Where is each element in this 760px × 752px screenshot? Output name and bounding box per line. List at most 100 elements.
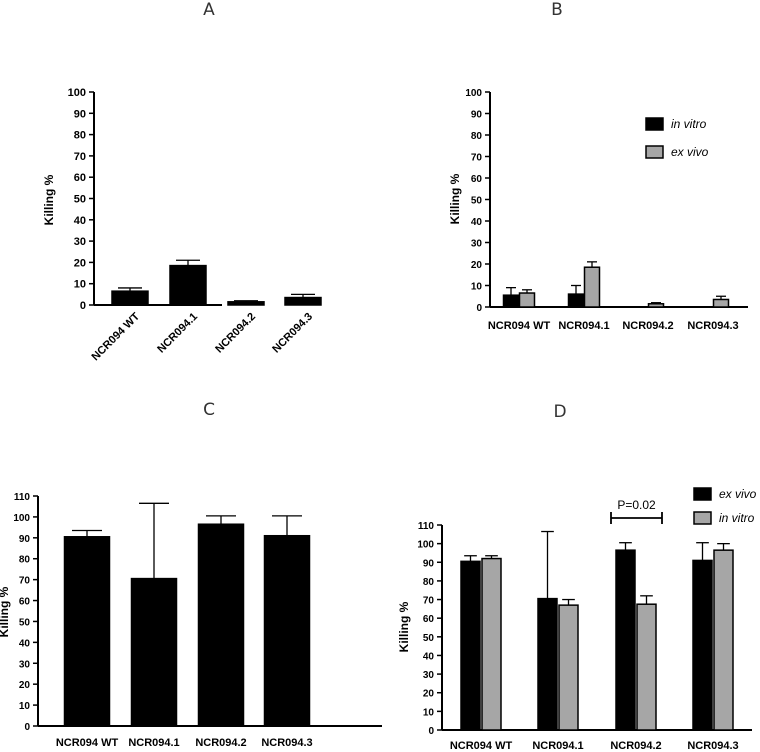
panel-a-bar: [169, 264, 207, 306]
panel-d-legend-swatch: [693, 511, 712, 525]
panel-d-y-tick-label: 10: [423, 707, 435, 718]
panel-c-y-tick-label: 10: [19, 701, 31, 712]
panel-b-y-tick-label: 90: [471, 110, 483, 121]
panel-c-y-tick-label: 80: [19, 555, 31, 566]
panel-a-bar: [227, 301, 265, 306]
panel-b-y-tick-label: 0: [476, 303, 482, 314]
panel-b-bar: [518, 292, 536, 308]
panel-c-category-label: NCR094 WT: [56, 737, 119, 749]
panel-c-y-tick-label: 70: [19, 576, 31, 587]
panel-b-y-tick-label: 30: [471, 239, 483, 250]
panel-c-category-label: NCR094.3: [261, 737, 312, 749]
panel-c-category-label: NCR094.2: [195, 737, 246, 749]
panel-b-y-tick-label: 60: [471, 174, 483, 185]
panel-b-y-tick-label: 70: [471, 153, 483, 164]
panel-b-category-label: NCR094.3: [687, 320, 738, 332]
panel-d-letter: D: [553, 402, 566, 422]
panel-c-y-tick-label: 40: [19, 638, 31, 649]
panel-c-y-tick-label: 0: [24, 722, 30, 733]
panel-a-y-tick-label: 60: [74, 172, 86, 184]
panel-b-category-label: NCR094 WT: [488, 320, 551, 332]
panel-a-y-tick-label: 50: [74, 194, 86, 206]
panel-b-y-tick-label: 80: [471, 131, 483, 142]
panel-a-bar: [111, 290, 149, 306]
panel-d-y-tick-label: 20: [423, 689, 435, 700]
panel-d-category-label: NCR094.1: [532, 740, 583, 752]
panel-d-y-tick-label: 40: [423, 651, 435, 662]
panel-b-bar: [502, 294, 520, 308]
panel-c-y-tick-label: 30: [19, 659, 31, 670]
panel-c-y-tick-label: 90: [19, 534, 31, 545]
panel-d-y-tick-label: 80: [423, 577, 435, 588]
panel-c-bar: [130, 577, 178, 727]
panel-b-bar: [567, 293, 585, 308]
panel-b-legend-label: ex vivo: [671, 145, 709, 159]
panel-a-letter: A: [203, 0, 215, 20]
panel-d-bar: [537, 597, 558, 731]
panel-c-y-label: Killing %: [0, 586, 11, 637]
panel-a-category-label: NCR094.3: [270, 311, 315, 356]
panel-d-y-tick-label: 50: [423, 633, 435, 644]
panel-b-legend-swatch: [645, 117, 664, 131]
panel-b-bar: [647, 303, 665, 308]
panel-d-y-tick-label: 60: [423, 614, 435, 625]
panel-d-y-tick-label: 30: [423, 670, 435, 681]
panel-d-category-label: NCR094.2: [610, 740, 661, 752]
panel-b-category-label: NCR094.2: [622, 320, 673, 332]
panel-b-bar: [712, 298, 730, 308]
panel-c-y-tick-label: 110: [14, 492, 31, 503]
panel-a-y-tick-label: 80: [74, 130, 86, 142]
panel-a-y-tick-label: 70: [74, 151, 86, 163]
panel-d-bar: [692, 559, 713, 731]
panel-d-y-tick-label: 110: [418, 521, 435, 532]
panel-d-bar: [481, 557, 502, 731]
panel-a-y-tick-label: 100: [68, 87, 86, 99]
panel-b-y-label: Killing %: [448, 173, 462, 224]
panel-d-bar: [460, 560, 481, 731]
panel-b-legend-label: in vitro: [671, 117, 707, 131]
panel-d-legend-label: ex vivo: [719, 487, 757, 501]
panel-b-bar: [583, 266, 601, 308]
panel-d-y-tick-label: 0: [428, 726, 434, 737]
panel-a-category-label: NCR094.2: [213, 311, 258, 356]
panel-d-y-label: Killing %: [397, 601, 411, 652]
panel-b-y-tick-label: 20: [471, 260, 483, 271]
panel-d-y-tick-label: 90: [423, 558, 435, 569]
panel-d-bar: [558, 604, 579, 731]
panel-a-y-tick-label: 30: [74, 236, 86, 248]
panel-d-bar: [636, 603, 657, 731]
panel-b-y-tick-label: 40: [471, 217, 483, 228]
panel-a-bar: [284, 296, 322, 306]
panel-c-bar: [263, 534, 311, 727]
panel-c-y-tick-label: 50: [19, 617, 31, 628]
panel-a-y-tick-label: 0: [80, 300, 86, 312]
panel-a-category-label: NCR094.1: [155, 311, 200, 356]
panel-c-y-tick-label: 60: [19, 597, 31, 608]
panel-a-category-label: NCR094 WT: [90, 310, 143, 363]
panel-b-category-label: NCR094.1: [558, 320, 609, 332]
panel-b-y-tick-label: 50: [471, 196, 483, 207]
panel-a-y-tick-label: 40: [74, 215, 86, 227]
panel-a-y-tick-label: 90: [74, 108, 86, 120]
panel-c-y-tick-label: 100: [13, 513, 30, 524]
panel-d-p-value: P=0.02: [617, 498, 656, 512]
panel-a-y-tick-label: 10: [74, 279, 86, 291]
panel-c-bar: [63, 536, 111, 727]
panel-b-y-tick-label: 10: [471, 282, 483, 293]
panel-c-bar: [197, 523, 245, 727]
panel-d-legend-swatch: [693, 487, 712, 501]
panel-d-y-tick-label: 100: [417, 540, 434, 551]
panel-c-letter: C: [203, 400, 215, 420]
panel-b-y-tick-label: 100: [465, 88, 482, 99]
panel-d-category-label: NCR094.3: [687, 740, 738, 752]
panel-a-y-label: Killing %: [42, 174, 56, 225]
panel-d-bar: [713, 549, 734, 731]
panel-b-legend-swatch: [645, 145, 664, 159]
panel-d-y-tick-label: 70: [423, 596, 435, 607]
panel-d-category-label: NCR094 WT: [450, 740, 513, 752]
panel-d-legend-label: in vitro: [719, 511, 755, 525]
panel-d-bar: [615, 549, 636, 731]
panel-b-letter: B: [551, 0, 563, 20]
panel-c-y-tick-label: 20: [19, 680, 31, 691]
